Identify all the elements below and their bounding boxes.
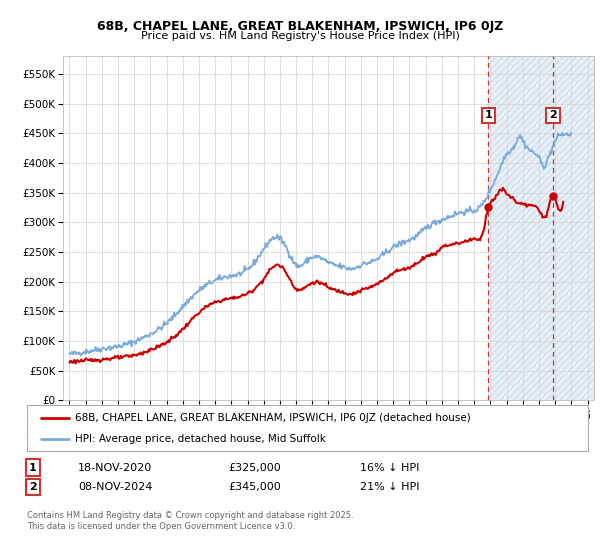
Bar	[488, 56, 594, 400]
Text: £345,000: £345,000	[228, 482, 281, 492]
FancyBboxPatch shape	[27, 405, 588, 451]
Text: 68B, CHAPEL LANE, GREAT BLAKENHAM, IPSWICH, IP6 0JZ: 68B, CHAPEL LANE, GREAT BLAKENHAM, IPSWI…	[97, 20, 503, 32]
Text: 2: 2	[549, 110, 557, 120]
Text: HPI: Average price, detached house, Mid Suffolk: HPI: Average price, detached house, Mid …	[74, 435, 326, 444]
Text: This data is licensed under the Open Government Licence v3.0.: This data is licensed under the Open Gov…	[27, 522, 295, 531]
Text: 08-NOV-2024: 08-NOV-2024	[78, 482, 152, 492]
Text: 2: 2	[29, 482, 37, 492]
Text: Price paid vs. HM Land Registry's House Price Index (HPI): Price paid vs. HM Land Registry's House …	[140, 31, 460, 41]
Text: 21% ↓ HPI: 21% ↓ HPI	[360, 482, 419, 492]
Text: 16% ↓ HPI: 16% ↓ HPI	[360, 463, 419, 473]
Text: 68B, CHAPEL LANE, GREAT BLAKENHAM, IPSWICH, IP6 0JZ (detached house): 68B, CHAPEL LANE, GREAT BLAKENHAM, IPSWI…	[74, 413, 470, 423]
Text: £325,000: £325,000	[228, 463, 281, 473]
Text: 1: 1	[29, 463, 37, 473]
Text: Contains HM Land Registry data © Crown copyright and database right 2025.: Contains HM Land Registry data © Crown c…	[27, 511, 353, 520]
Text: 1: 1	[485, 110, 493, 120]
Text: 18-NOV-2020: 18-NOV-2020	[78, 463, 152, 473]
Bar	[488, 56, 594, 400]
